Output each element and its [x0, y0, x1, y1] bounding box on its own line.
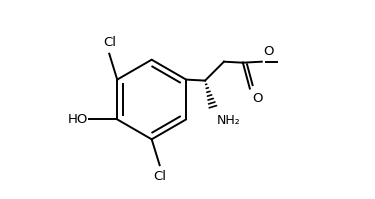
- Text: Cl: Cl: [103, 36, 116, 49]
- Text: O: O: [263, 45, 273, 58]
- Text: O: O: [252, 92, 262, 104]
- Text: Cl: Cl: [153, 170, 166, 183]
- Text: NH₂: NH₂: [216, 114, 240, 127]
- Text: HO: HO: [68, 113, 88, 126]
